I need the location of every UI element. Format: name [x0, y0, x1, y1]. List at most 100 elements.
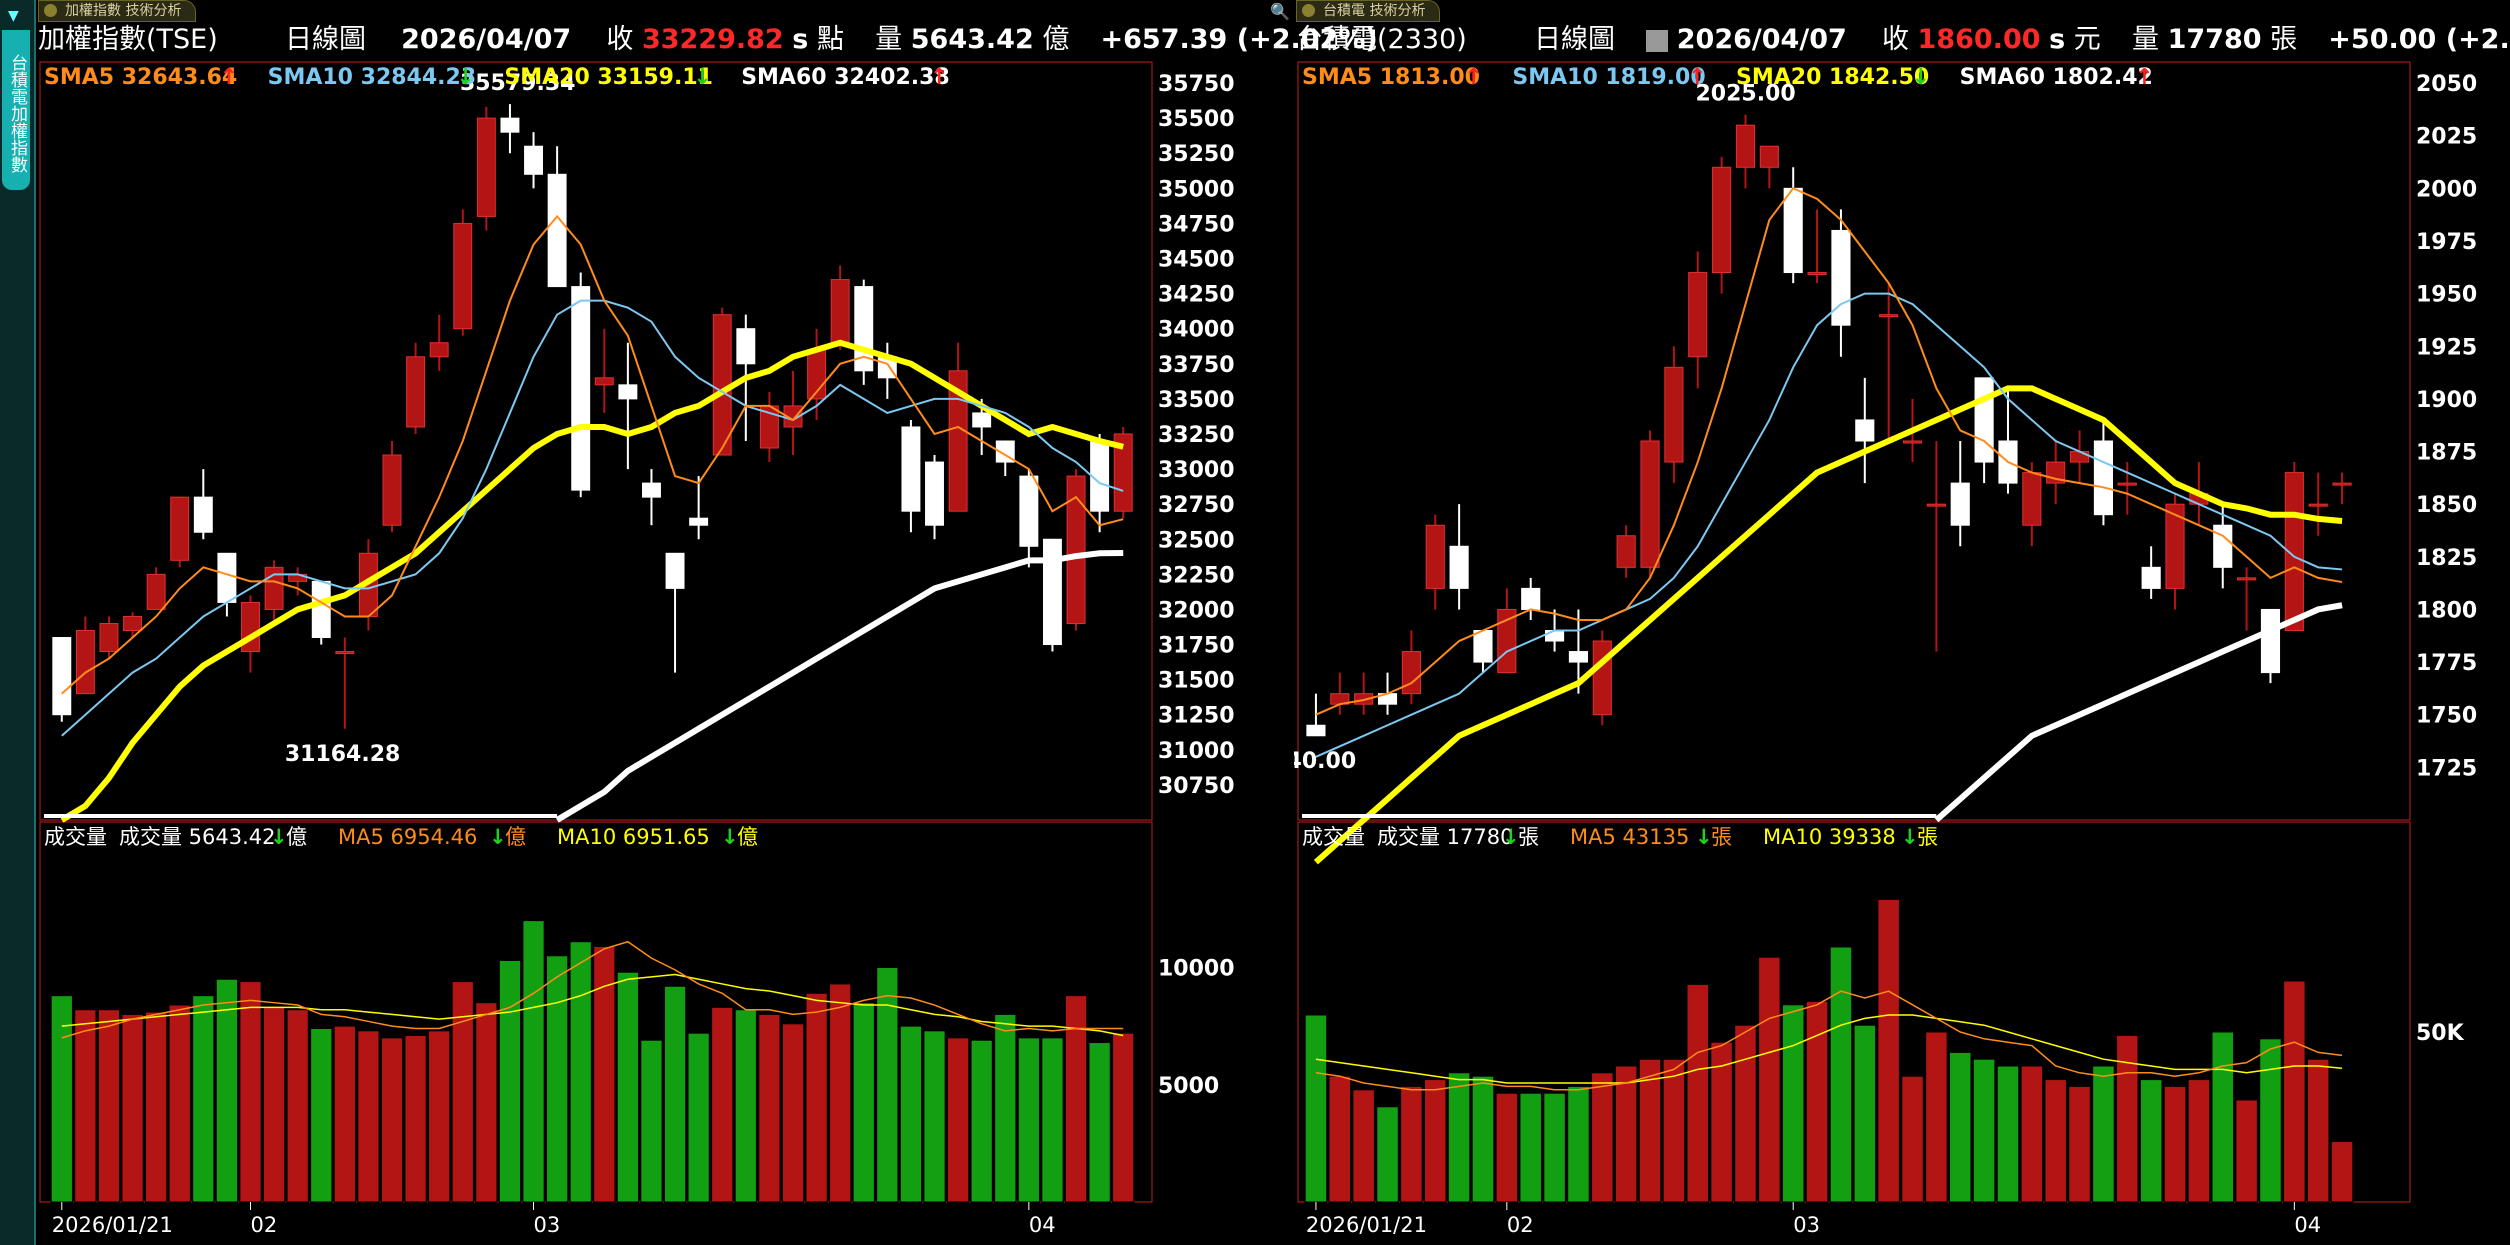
volume-bar: [1614, 1065, 1638, 1203]
sma-legend-1: SMA10 1819.00: [1512, 65, 1705, 90]
sma-legend-arrow: ↓: [456, 65, 474, 90]
y-tick-label: 35500: [1158, 107, 1235, 132]
vol-legend-1: 成交量 5643.42: [119, 825, 276, 849]
high-label: 35579.34: [460, 71, 576, 96]
right-period-dropdown-icon[interactable]: [1646, 29, 1669, 52]
volume-bar: [2306, 1058, 2330, 1203]
candle-body: [2070, 451, 2090, 463]
candle-body: [1807, 272, 1827, 276]
y-tick-label: 35750: [1158, 72, 1235, 97]
low-label: 31164.28: [285, 742, 401, 767]
zoom-icon[interactable]: 🔍: [1270, 2, 1290, 21]
y-tick-label: 31000: [1158, 739, 1235, 764]
sma10-line: [61, 299, 1124, 737]
volume-bar: [192, 995, 215, 1203]
right-panel-tab[interactable]: 台積電 技術分析: [1296, 0, 1441, 22]
right-date: 2026/04/07: [1676, 24, 1847, 55]
y-tick-label: 35250: [1158, 142, 1235, 167]
volume-bar: [994, 1013, 1017, 1203]
volume-bar: [1424, 1079, 1447, 1203]
sma-legend-arrow: ↑: [1688, 65, 1706, 90]
right-period[interactable]: 日線圖: [1533, 24, 1615, 55]
volume-bar: [357, 1030, 380, 1203]
sma-legend-arrow: ↓: [693, 65, 711, 90]
right-vol-unit: 張: [2270, 24, 2298, 55]
volume-bar: [50, 995, 73, 1203]
vol-legend-0: 成交量: [1302, 825, 1365, 849]
volume-bar: [215, 978, 239, 1203]
left-close: 33229.82: [641, 24, 784, 55]
volume-bar: [498, 959, 522, 1203]
sma20-line: [1313, 385, 2343, 865]
volume-bar: [1853, 1024, 1877, 1203]
volume-bar: [829, 983, 852, 1203]
volume-bar: [2330, 1141, 2354, 1203]
candle-body: [1066, 475, 1086, 624]
sma-legend-0: SMA5 32643.64: [44, 65, 237, 90]
price-pane-frame: [39, 61, 1153, 821]
volume-bar: [1543, 1092, 1566, 1203]
y-tick-label: 34000: [1158, 318, 1235, 343]
right-chart-panel: 台積電 技術分析 台積電(2330) 日線圖 2026/04/07 收 1860…: [1294, 0, 2510, 1245]
volume-bar: [428, 1030, 451, 1203]
volume-bar: [2235, 1099, 2258, 1203]
y-tick-label: 1975: [2416, 230, 2477, 255]
candle-body: [571, 286, 591, 491]
candle-body: [217, 552, 237, 603]
volume-bar: [1734, 1024, 1757, 1203]
candle-body: [1759, 145, 1779, 168]
right-close-label: 收: [1881, 24, 1909, 55]
x-tick-label: 04: [2294, 1213, 2321, 1237]
candle-body: [1449, 545, 1469, 589]
candle-body: [1926, 503, 1946, 507]
x-tick-label: 03: [534, 1213, 561, 1237]
candle-body: [170, 496, 190, 561]
y-tick-label: 32250: [1158, 563, 1235, 588]
volume-bar: [97, 1009, 121, 1203]
left-panel-tab[interactable]: 加權指數 技術分析: [38, 0, 197, 22]
volume-bar: [758, 1013, 781, 1203]
volume-bar: [1949, 1051, 1972, 1203]
candle-body: [335, 651, 355, 655]
volume-bar: [569, 941, 592, 1203]
sma20-line: [60, 339, 1124, 823]
volume-bar: [1925, 1031, 1948, 1203]
volume-bar: [1041, 1037, 1064, 1203]
x-tick-label: 02: [250, 1213, 277, 1237]
y-tick-label: 31500: [1158, 669, 1235, 694]
volume-bar: [1901, 1075, 1924, 1203]
sma-legend-3: SMA60 1802.42: [1960, 65, 2153, 90]
left-close-label: 收: [606, 24, 634, 55]
volume-bar: [145, 1011, 168, 1203]
left-candlestick-chart[interactable]: 30750 31000 31250 31500 31750 32000 32250 32500…: [36, 60, 1292, 1245]
left-period[interactable]: 日線圖: [284, 24, 366, 55]
panel-menu-icon[interactable]: [44, 4, 57, 17]
collapse-arrow-icon[interactable]: ▼: [8, 8, 19, 24]
volume-bar: [1662, 1058, 1686, 1203]
candle-body: [1855, 419, 1875, 442]
volume-bar: [2187, 1079, 2211, 1203]
right-vol: 17780: [2167, 24, 2262, 55]
candle-body: [1306, 724, 1326, 737]
sma-legend-1: SMA10 32844.23: [268, 65, 477, 90]
sma-legend-arrow: ↓: [1912, 65, 1930, 90]
sma-legend-arrow: ↑: [1464, 65, 1482, 90]
sma-legend-0: SMA5 1813.00: [1302, 65, 1480, 90]
y-tick-label: 1925: [2416, 335, 2477, 360]
volume-bar: [2044, 1079, 2067, 1203]
candle-body: [901, 426, 921, 512]
sma-legend-arrow: ↑: [2135, 65, 2153, 90]
y-tick-label: 1750: [2416, 704, 2477, 729]
volume-bar: [2020, 1065, 2044, 1203]
volume-bar: [593, 945, 616, 1203]
volume-bar: [286, 1009, 309, 1203]
y-tick-label: 2050: [2416, 72, 2477, 97]
panel-menu-icon[interactable]: [1302, 4, 1315, 17]
right-candlestick-chart[interactable]: 1725 1750 1775 1800 1825 1850 1875 1900 1925 1950…: [1294, 60, 2510, 1245]
candle-body: [1783, 187, 1803, 274]
y-tick-label: 1875: [2416, 441, 2477, 466]
candle-body: [2117, 482, 2137, 486]
volume-bar: [2283, 980, 2306, 1203]
volume-bar: [1471, 1075, 1495, 1203]
sidebar-tab[interactable]: 台積電加權指數: [2, 30, 30, 190]
